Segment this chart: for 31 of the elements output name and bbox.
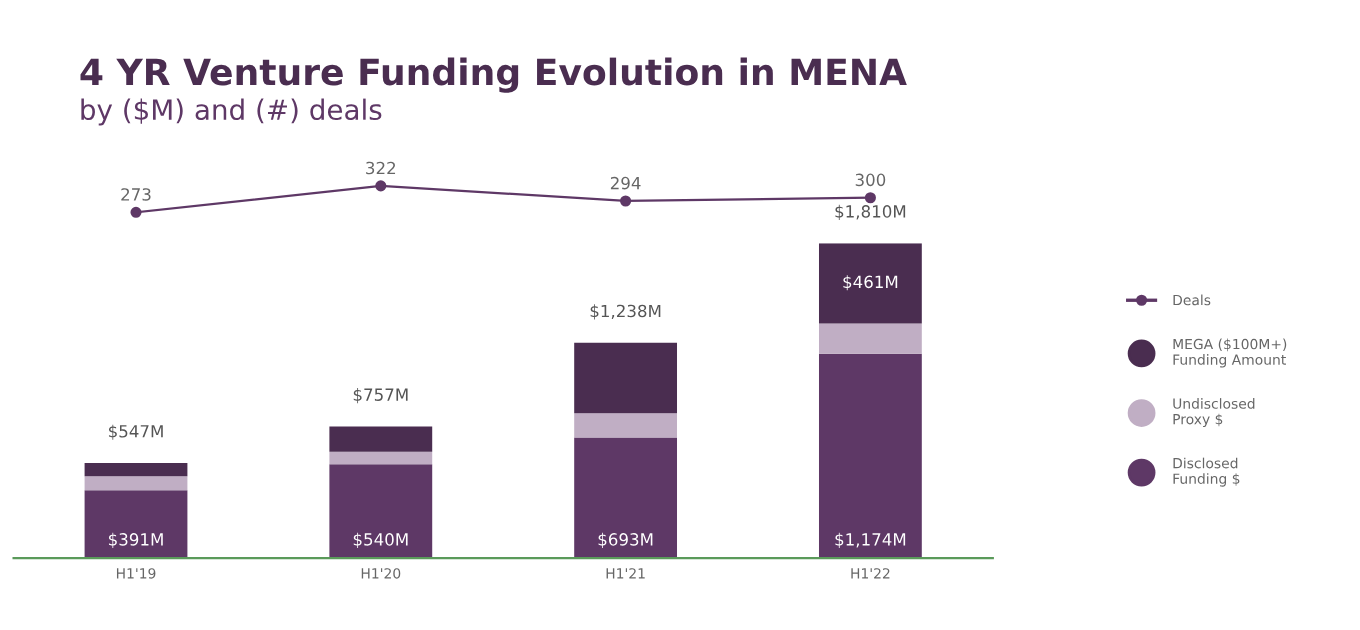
bar: [84, 476, 188, 491]
data-label: $693M: [598, 532, 653, 548]
bar: [329, 426, 433, 452]
point: [130, 206, 142, 218]
total-label: $547M: [108, 424, 163, 440]
data-label: $540M: [353, 532, 408, 548]
bar: [329, 451, 433, 465]
total-label: $1,810M: [835, 204, 906, 220]
point: [620, 195, 632, 207]
point: [864, 192, 876, 204]
point: [375, 180, 387, 192]
bar: [329, 464, 433, 559]
data-label: 273: [121, 188, 151, 201]
data-label: $1,174M: [835, 532, 906, 548]
bar: [574, 437, 678, 559]
bar: [574, 342, 678, 414]
bar: [84, 462, 188, 477]
data-label: 300: [855, 173, 886, 187]
data-label: $391M: [108, 532, 163, 548]
chart-subtitle: by ($M) and (#) deals: [81, 98, 382, 126]
bar: [818, 243, 922, 324]
bar: [818, 323, 922, 354]
chart-title: 4 YR Venture Funding Evolution in MENA: [80, 57, 907, 93]
total-label: $757M: [353, 388, 408, 404]
bar: [84, 490, 188, 559]
total-label: $1,238M: [590, 304, 661, 320]
bar: [574, 413, 678, 438]
data-label: 294: [610, 176, 641, 190]
bar: [818, 353, 922, 559]
data-label: 322: [366, 161, 396, 175]
data-label: $461M: [843, 275, 898, 291]
